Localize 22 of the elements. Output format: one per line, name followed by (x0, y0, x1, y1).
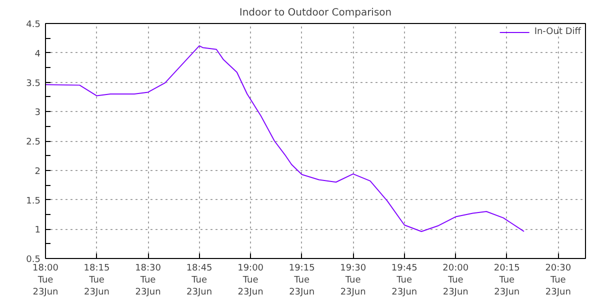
y-tick-label: 4 (34, 49, 41, 60)
y-tick-label: 1 (34, 226, 41, 236)
y-tick-label: 4.5 (26, 20, 41, 30)
x-tick-label: 19:00 Tue 23Jun (238, 264, 264, 298)
x-tick-label: 20:30 Tue 23Jun (545, 264, 572, 298)
x-tick-label: 20:15 Tue 23Jun (494, 264, 520, 298)
x-tick-label: 19:30 Tue 23Jun (340, 264, 366, 298)
y-tick-label: 2.5 (26, 138, 41, 148)
x-tick-label: 20:00 Tue 23Jun (442, 264, 469, 298)
legend-label: In-Out Diff (534, 27, 581, 37)
y-tick-label: 1.5 (26, 196, 41, 206)
y-tick-label: 3 (34, 108, 41, 118)
x-tick-label: 19:15 Tue 23Jun (288, 264, 315, 298)
chart-title: Indoor to Outdoor Comparison (239, 8, 392, 18)
x-tick-label: 18:45 Tue 23Jun (186, 264, 212, 298)
x-tick-label: 18:15 Tue 23Jun (84, 264, 110, 298)
y-tick-label: 2 (34, 166, 41, 177)
x-tick-label: 19:45 Tue 23Jun (391, 264, 418, 298)
y-tick-label: 0.5 (26, 255, 41, 265)
x-tick-label: 18:30 Tue 23Jun (135, 264, 162, 298)
x-tick-label: 18:00 Tue 23Jun (32, 264, 59, 298)
y-tick-label: 3.5 (26, 78, 41, 89)
